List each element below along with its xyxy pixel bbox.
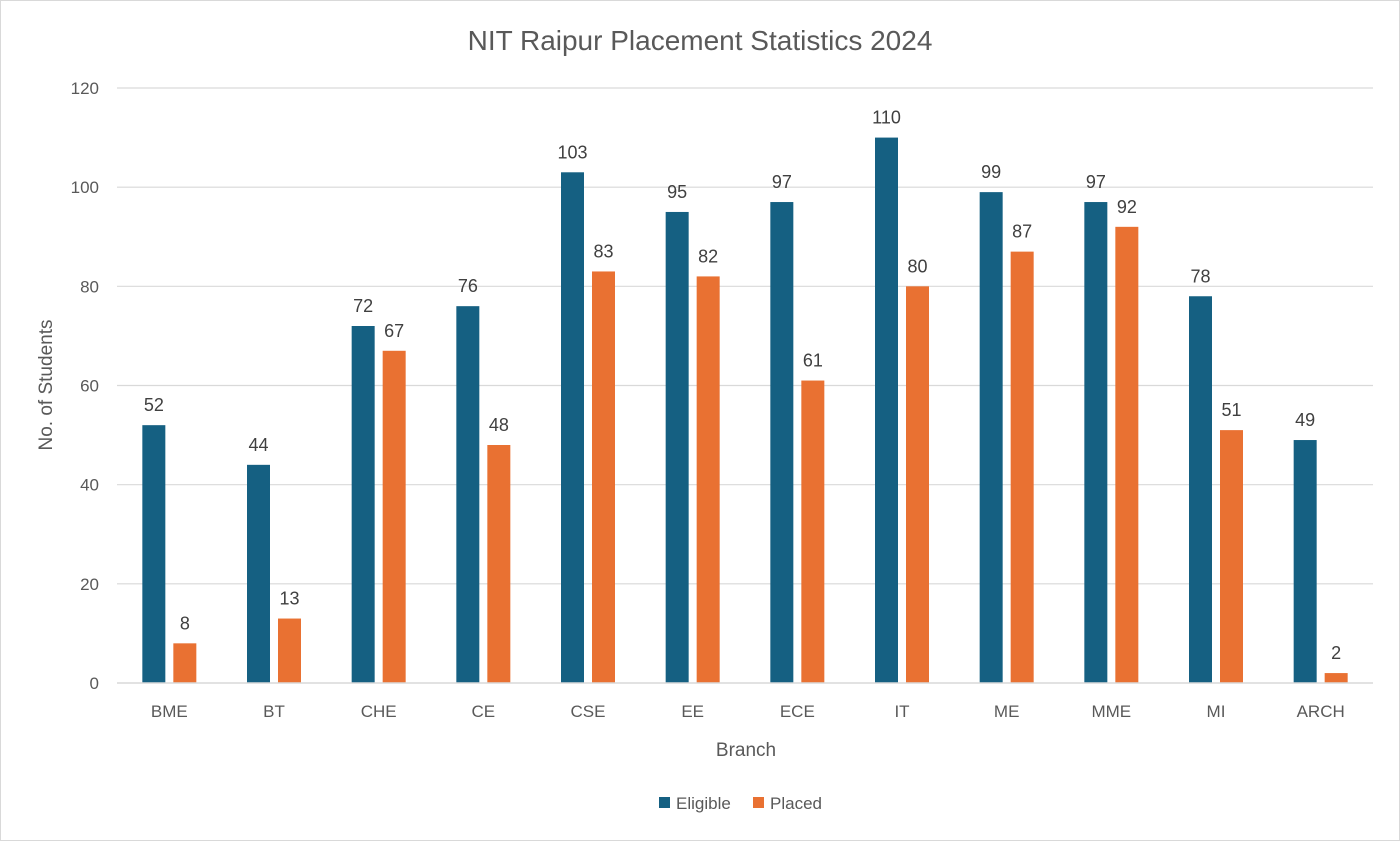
- bar-placed: [1010, 251, 1034, 683]
- data-label-eligible: 49: [1295, 410, 1315, 430]
- bar-placed: [1220, 430, 1243, 683]
- data-label-eligible: 44: [248, 435, 268, 455]
- legend-label-placed: Placed: [770, 794, 822, 813]
- legend-label-eligible: Eligible: [676, 794, 731, 813]
- bar-eligible: [875, 137, 898, 684]
- data-label-eligible: 52: [144, 395, 164, 415]
- data-label-eligible: 76: [458, 276, 478, 296]
- x-axis-title: Branch: [716, 740, 776, 761]
- bar-eligible: [456, 306, 480, 683]
- x-tick-label: ME: [994, 702, 1020, 721]
- data-label-eligible: 95: [667, 182, 687, 202]
- y-axis-title: No. of Students: [36, 320, 57, 451]
- legend-swatch-placed: [753, 797, 764, 808]
- x-tick-label: ARCH: [1297, 702, 1345, 721]
- data-label-placed: 13: [279, 589, 299, 609]
- data-label-placed: 92: [1117, 197, 1137, 217]
- chart-title: NIT Raipur Placement Statistics 2024: [468, 25, 933, 56]
- y-tick-label: 60: [80, 377, 99, 396]
- x-tick-label: CHE: [361, 702, 397, 721]
- y-axis-ticks: 0 20 40 60 80 100 120: [71, 79, 99, 693]
- data-label-placed: 67: [384, 321, 404, 341]
- bar-placed: [487, 445, 511, 683]
- gridlines: [117, 87, 1373, 585]
- bar-eligible: [561, 172, 584, 683]
- bar-eligible: [979, 192, 1003, 683]
- data-label-placed: 51: [1221, 400, 1241, 420]
- data-label-eligible: 97: [772, 172, 792, 192]
- x-tick-label: ECE: [780, 702, 815, 721]
- data-label-eligible: 103: [557, 142, 587, 162]
- bar-placed: [382, 350, 406, 683]
- data-label-placed: 82: [698, 246, 718, 266]
- data-label-placed: 48: [489, 415, 509, 435]
- bar-eligible: [1084, 202, 1108, 683]
- bar-placed: [1115, 226, 1139, 684]
- y-tick-label: 80: [80, 277, 99, 296]
- bar-placed: [1324, 673, 1348, 683]
- x-tick-label: CSE: [571, 702, 606, 721]
- y-tick-label: 0: [90, 674, 99, 693]
- y-tick-label: 40: [80, 476, 99, 495]
- bar-eligible: [351, 326, 375, 683]
- bar-eligible: [247, 464, 270, 683]
- data-label-eligible: 78: [1190, 266, 1210, 286]
- data-label-placed: 83: [593, 241, 613, 261]
- x-tick-label: BME: [151, 702, 188, 721]
- data-label-eligible: 110: [872, 108, 901, 128]
- data-label-placed: 80: [907, 256, 927, 276]
- y-tick-label: 100: [71, 178, 99, 197]
- bar-placed: [696, 276, 720, 683]
- x-tick-label: IT: [894, 702, 909, 721]
- x-tick-label: MI: [1207, 702, 1226, 721]
- bar-placed: [278, 618, 301, 683]
- bar-eligible: [1189, 296, 1212, 683]
- x-tick-label: BT: [263, 702, 285, 721]
- bar-eligible: [665, 211, 689, 684]
- bar-eligible: [1293, 440, 1317, 683]
- x-tick-label: CE: [472, 702, 496, 721]
- data-label-eligible: 97: [1086, 172, 1106, 192]
- y-tick-label: 120: [71, 79, 99, 98]
- data-label-eligible: 72: [353, 296, 373, 316]
- bar-placed: [592, 271, 615, 683]
- bars: [142, 137, 1348, 684]
- y-tick-label: 20: [80, 575, 99, 594]
- bar-placed: [801, 380, 825, 683]
- data-labels: 52 8 44 13 72 67 76 48 103 83 95 82 97 61 110 80 99 87 97 9…: [144, 108, 1341, 663]
- data-label-placed: 8: [180, 613, 190, 633]
- bar-eligible: [142, 425, 166, 683]
- legend: Eligible Placed: [659, 794, 822, 813]
- legend-swatch-eligible: [659, 797, 670, 808]
- x-tick-label: MME: [1091, 702, 1131, 721]
- data-label-placed: 87: [1012, 222, 1032, 242]
- x-axis-ticks: BME BT CHE CE CSE EE ECE IT ME MME MI ARCH: [151, 702, 1345, 721]
- bar-eligible: [770, 202, 794, 683]
- x-tick-label: EE: [681, 702, 704, 721]
- data-label-eligible: 99: [981, 162, 1001, 182]
- bar-placed: [173, 643, 197, 683]
- data-label-placed: 2: [1331, 643, 1341, 663]
- bar-placed: [906, 286, 929, 683]
- data-label-placed: 61: [803, 351, 823, 371]
